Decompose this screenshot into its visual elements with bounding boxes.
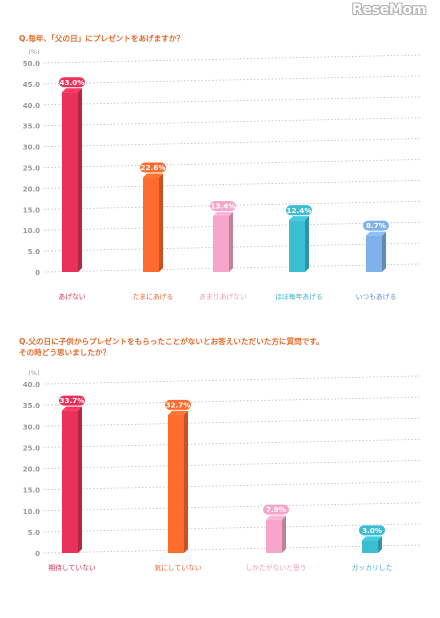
y-tick-label: 15.0 xyxy=(23,206,40,214)
bar-group xyxy=(62,88,82,272)
data-label: 33.7% xyxy=(60,396,85,405)
bar-top xyxy=(62,88,82,93)
bar-top xyxy=(362,536,382,541)
y-tick-label: 40.0 xyxy=(23,102,40,110)
bar-side xyxy=(382,231,386,272)
chart2-title: Q.父の日に子供からプレゼントをもらったことがないとお答えいただいた方に質問です… xyxy=(19,337,324,357)
bar-side xyxy=(184,410,188,553)
y-tick-label: 45.0 xyxy=(23,81,40,89)
bar-group xyxy=(143,173,163,272)
category-label: ほぼ毎年あげる xyxy=(275,292,323,301)
y-tick-label: 35.0 xyxy=(23,123,40,131)
bar-group xyxy=(362,536,382,553)
bar xyxy=(62,410,78,553)
data-label-badge xyxy=(140,162,166,173)
bar-group xyxy=(168,410,188,553)
bar-side xyxy=(78,88,82,272)
data-label-badge xyxy=(59,77,85,88)
bar-group xyxy=(366,231,386,272)
data-label-badge xyxy=(165,399,191,410)
data-label: 32.7% xyxy=(166,400,191,409)
bar-side xyxy=(305,216,309,272)
gridline xyxy=(43,417,421,427)
data-label: 22.6% xyxy=(141,163,166,172)
bar-side xyxy=(159,173,163,272)
bar-group xyxy=(289,216,309,272)
bar xyxy=(366,235,382,272)
bar-side xyxy=(78,406,82,553)
y-tick-label: 50.0 xyxy=(23,60,40,68)
gridline xyxy=(43,375,421,385)
bar-top xyxy=(266,515,286,520)
data-label-badge xyxy=(286,205,312,216)
bar xyxy=(213,215,229,272)
y-tick-label: 30.0 xyxy=(23,423,40,431)
bar-top xyxy=(366,231,386,236)
category-label: 期待していない xyxy=(48,563,96,572)
chart1-plot: 0 5.0 10.0 15.0 20.0 25.0 30.0 35.0 40.0 45.0 50.0… xyxy=(23,48,421,301)
data-label-badge xyxy=(210,200,236,211)
bar xyxy=(62,92,78,272)
gridline xyxy=(43,396,421,406)
bar-group xyxy=(266,515,286,553)
y-tick-label: 0 xyxy=(35,550,40,558)
bar-top xyxy=(289,216,309,221)
bar xyxy=(266,519,282,553)
y-tick-label: 15.0 xyxy=(23,487,40,495)
y-tick-label: 5.0 xyxy=(28,529,41,537)
data-label: 8.7% xyxy=(366,221,386,230)
bar-side xyxy=(378,536,382,553)
y-tick-label: 25.0 xyxy=(23,444,40,452)
y-axis-unit: (%) xyxy=(28,48,39,56)
category-label: ガッカリした xyxy=(352,563,393,572)
bar-side xyxy=(282,515,286,553)
data-label-badge xyxy=(263,504,289,515)
data-label-badge xyxy=(59,395,85,406)
y-tick-label: 30.0 xyxy=(23,144,40,152)
category-label: あげない xyxy=(58,292,85,301)
category-label: あまりあげない xyxy=(199,292,247,301)
data-label: 12.4% xyxy=(287,206,312,215)
y-tick-label: 5.0 xyxy=(28,248,41,256)
data-label: 7.9% xyxy=(266,505,286,514)
bar-top xyxy=(62,406,82,411)
y-tick-label: 10.0 xyxy=(23,227,40,235)
y-tick-label: 10.0 xyxy=(23,508,40,516)
y-tick-label: 35.0 xyxy=(23,402,40,410)
bar-top xyxy=(213,211,233,216)
bar xyxy=(289,220,305,272)
y-tick-label: 20.0 xyxy=(23,185,40,193)
gridline xyxy=(43,438,421,448)
y-tick-label: 0 xyxy=(35,269,40,277)
data-label: 43.0% xyxy=(60,78,85,87)
category-label: しかたがないと思う xyxy=(245,563,306,572)
bar-side xyxy=(229,211,233,272)
data-label-badge xyxy=(359,525,385,536)
category-label: 気にしていない xyxy=(154,563,202,572)
bar-top xyxy=(168,410,188,415)
y-tick-label: 20.0 xyxy=(23,466,40,474)
y-tick-label: 25.0 xyxy=(23,165,40,173)
resemom-logo: ReseMom xyxy=(352,2,427,18)
category-label: たまにあげる xyxy=(133,292,174,301)
chart1-title: Q.毎年、「父の日」にプレゼントをあげますか？ xyxy=(19,34,185,43)
gridline xyxy=(43,502,421,512)
bar xyxy=(362,540,378,553)
category-label: いつもあげる xyxy=(356,292,397,301)
data-label-badge xyxy=(363,220,389,231)
y-axis-unit: (%) xyxy=(28,369,39,377)
bar-top xyxy=(143,173,163,178)
gridline xyxy=(43,460,421,469)
gridline xyxy=(43,481,421,491)
data-label: 3.0% xyxy=(362,526,382,535)
data-label: 13.4% xyxy=(211,202,236,211)
bar-group xyxy=(213,211,233,272)
y-tick-label: 40.0 xyxy=(23,381,40,389)
bar-group xyxy=(62,406,82,553)
bar xyxy=(143,177,159,272)
bar xyxy=(168,414,184,553)
